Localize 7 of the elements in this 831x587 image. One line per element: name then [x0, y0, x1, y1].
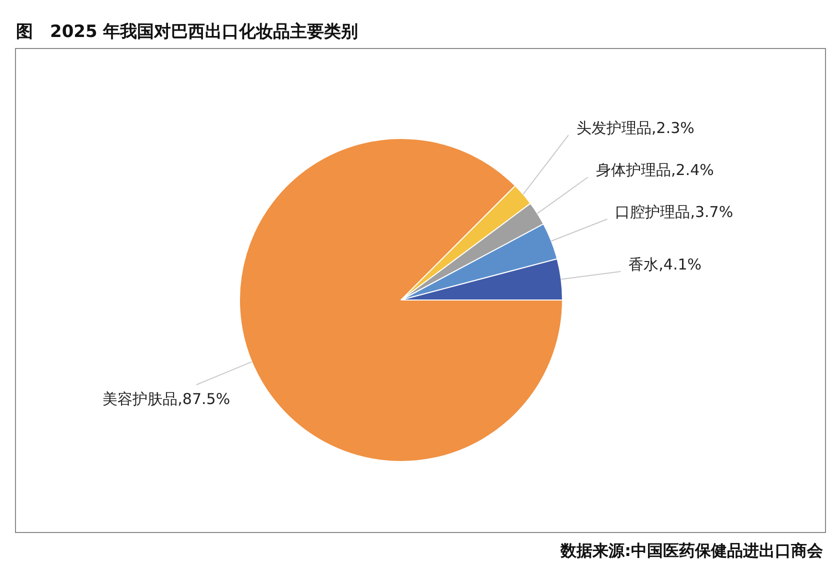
slice-label: 身体护理品,2.4% [596, 161, 714, 179]
slice-label: 美容护肤品,87.5% [102, 390, 230, 408]
chart-title: 图 2025 年我国对巴西出口化妆品主要类别 [16, 21, 358, 43]
slice-label: 头发护理品,2.3% [576, 119, 694, 137]
source-note: 数据来源:中国医药保健品进出口商会 [560, 541, 823, 562]
slice-label: 口腔护理品,3.7% [615, 203, 734, 221]
slice-label: 香水,4.1% [628, 255, 702, 274]
